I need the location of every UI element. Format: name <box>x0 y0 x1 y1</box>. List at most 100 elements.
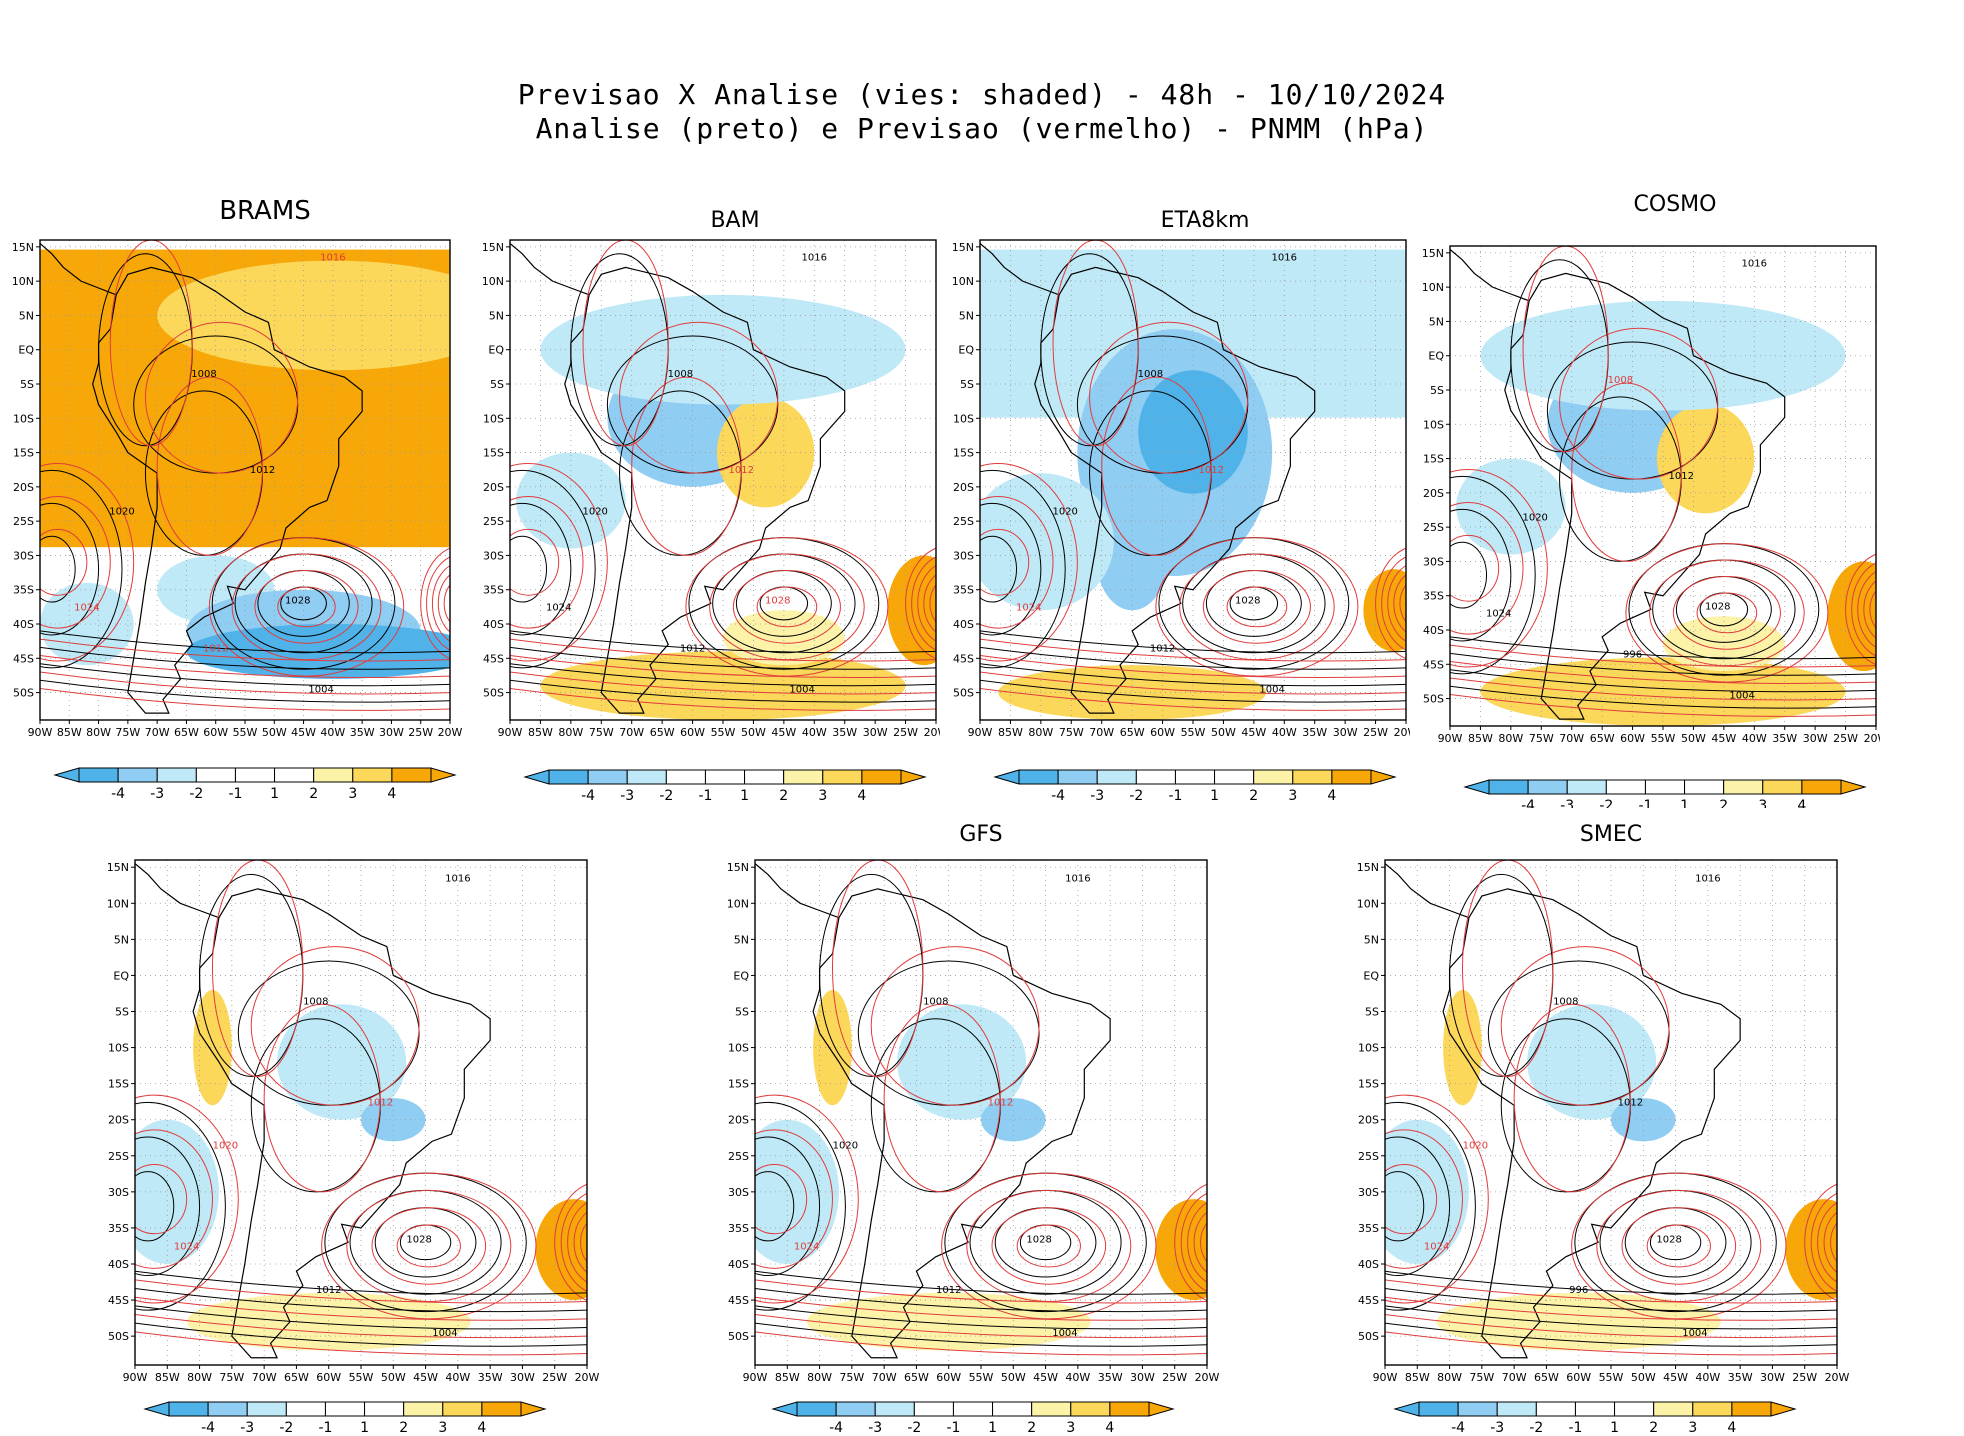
lon-tick-label: 65W <box>174 726 199 739</box>
lon-tick-label: 75W <box>219 1371 244 1384</box>
lon-tick-label: 35W <box>1772 732 1797 745</box>
isobar-gradient <box>135 1296 587 1321</box>
lon-tick-label: 90W <box>28 726 53 739</box>
lat-tick-label: 35S <box>1358 1222 1379 1235</box>
figure-title-line-1: Previsao X Analise (vies: shaded) - 48h … <box>517 78 1447 111</box>
lat-tick-label: 5N <box>489 309 504 322</box>
isobar-forecast <box>431 565 450 642</box>
colorbar-box <box>913 1401 954 1417</box>
lon-tick-label: 60W <box>1150 726 1175 739</box>
lat-tick-label: 20S <box>1423 487 1444 500</box>
colorbar-label: -1 <box>228 786 242 802</box>
isobar-label: 1012 <box>203 643 228 654</box>
isobar-forecast <box>1625 543 1829 683</box>
lon-tick-label: 85W <box>1405 1371 1430 1384</box>
isobar-forecast <box>573 1211 587 1273</box>
lat-tick-label: 40S <box>1358 1258 1379 1271</box>
lat-tick-label: 40S <box>483 618 504 631</box>
colorbar-box <box>442 1401 483 1417</box>
isobar-label: 1008 <box>923 996 948 1007</box>
lon-tick-label: 75W <box>1469 1371 1494 1384</box>
colorbar-label: 2 <box>399 1420 408 1436</box>
isobar-gradient <box>135 1331 587 1356</box>
colorbar-box <box>822 769 863 785</box>
lon-tick-label: 75W <box>1529 732 1554 745</box>
isobar-forecast <box>870 946 1040 1106</box>
colorbar-box <box>313 767 354 783</box>
isobar-gradient <box>980 646 1406 670</box>
isobar-gradient <box>1385 1296 1837 1321</box>
lat-tick-label: 5S <box>490 378 504 391</box>
isobar-label: 1020 <box>213 1141 238 1152</box>
isobar-gradient <box>980 655 1406 678</box>
lon-tick-label: 55W <box>1599 1371 1624 1384</box>
lat-tick-label: EQ <box>733 969 749 982</box>
colorbar-box <box>548 769 589 785</box>
lat-tick-label: 15S <box>1423 453 1444 466</box>
isobar-forecast <box>1869 590 1876 629</box>
colorbar-label: 3 <box>1688 1420 1697 1436</box>
isobar-forecast <box>980 463 1078 662</box>
colorbar-label: -2 <box>907 1420 921 1436</box>
isobar-analysis <box>510 502 572 636</box>
isobar-forecast <box>831 860 924 1077</box>
lat-tick-label: 15S <box>728 1078 749 1091</box>
isobar-forecast <box>1155 537 1359 677</box>
isobar-gradient <box>1450 685 1876 709</box>
isobar-label: 1024 <box>174 1242 199 1253</box>
isobar-analysis <box>510 469 596 669</box>
lon-tick-label: 35W <box>1728 1371 1753 1384</box>
isobar-label: 996 <box>1569 1285 1588 1296</box>
isobar-forecast <box>40 463 135 662</box>
isobar-forecast <box>911 556 936 651</box>
colorbar-arrow-left <box>771 1401 798 1417</box>
isobar-label: 1024 <box>546 602 571 613</box>
lon-tick-label: 30W <box>510 1371 535 1384</box>
map-field: 1016 1012 1008 1020 1028 1024 1004 1012 <box>135 860 587 1365</box>
isobar-forecast <box>1226 586 1288 628</box>
colorbar-label: -3 <box>1560 798 1574 808</box>
isobar-label: 1020 <box>1463 1141 1488 1152</box>
isobar-forecast <box>1450 534 1500 602</box>
isobar-gradient <box>1450 652 1876 676</box>
colorbar-label: 2 <box>779 788 788 804</box>
panel-title: BAM <box>710 208 760 233</box>
lon-tick-label: 20W <box>1864 732 1880 745</box>
lat-tick-label: 15N <box>1357 861 1379 874</box>
isobar-label: 1008 <box>1608 375 1633 386</box>
isobar-label: 1008 <box>1553 996 1578 1007</box>
coastline-central-america <box>40 242 117 296</box>
isobar-label: 1012 <box>1150 643 1175 654</box>
isobar-label: 1012 <box>1669 471 1694 482</box>
colorbar-label: -4 <box>581 788 595 804</box>
lat-tick-label: 15S <box>483 447 504 460</box>
bias-shade <box>813 989 852 1106</box>
colorbar-label: -3 <box>868 1420 882 1436</box>
isobar-label: 1028 <box>406 1234 431 1245</box>
isobar-label: 1004 <box>308 685 333 696</box>
lat-tick-label: 10N <box>952 275 974 288</box>
colorbar-box <box>665 769 706 785</box>
bias-shade <box>1138 370 1248 494</box>
isobar-gradient <box>40 630 450 654</box>
lat-tick-label: 20S <box>483 481 504 494</box>
lat-tick-label: 30S <box>728 1186 749 1199</box>
colorbar-box <box>744 769 785 785</box>
map-field: 1016 1012 1008 1020 1028 1024 1004 996 <box>1385 860 1837 1365</box>
colorbar-box <box>1174 769 1216 785</box>
isobar-forecast <box>1810 1192 1837 1292</box>
colorbar-label: 3 <box>438 1420 447 1436</box>
lat-tick-label: 45S <box>13 652 34 665</box>
colorbar-label: -2 <box>659 788 673 804</box>
colorbar-box <box>285 1401 326 1417</box>
lon-tick-label: 60W <box>1566 1371 1591 1384</box>
colorbar-label: -4 <box>1521 798 1535 808</box>
isobar-analysis <box>980 469 1066 669</box>
colorbar-arrow-right <box>1370 769 1397 785</box>
colorbar-label: 2 <box>1249 788 1258 804</box>
lat-tick-label: 30S <box>1423 555 1444 568</box>
map-field: 1016 1012 1008 1020 1028 1024 1004 1012 <box>510 240 936 720</box>
isobar-forecast <box>1385 1129 1463 1269</box>
isobar-forecast <box>1200 1222 1207 1263</box>
isobar-forecast <box>567 1202 587 1283</box>
